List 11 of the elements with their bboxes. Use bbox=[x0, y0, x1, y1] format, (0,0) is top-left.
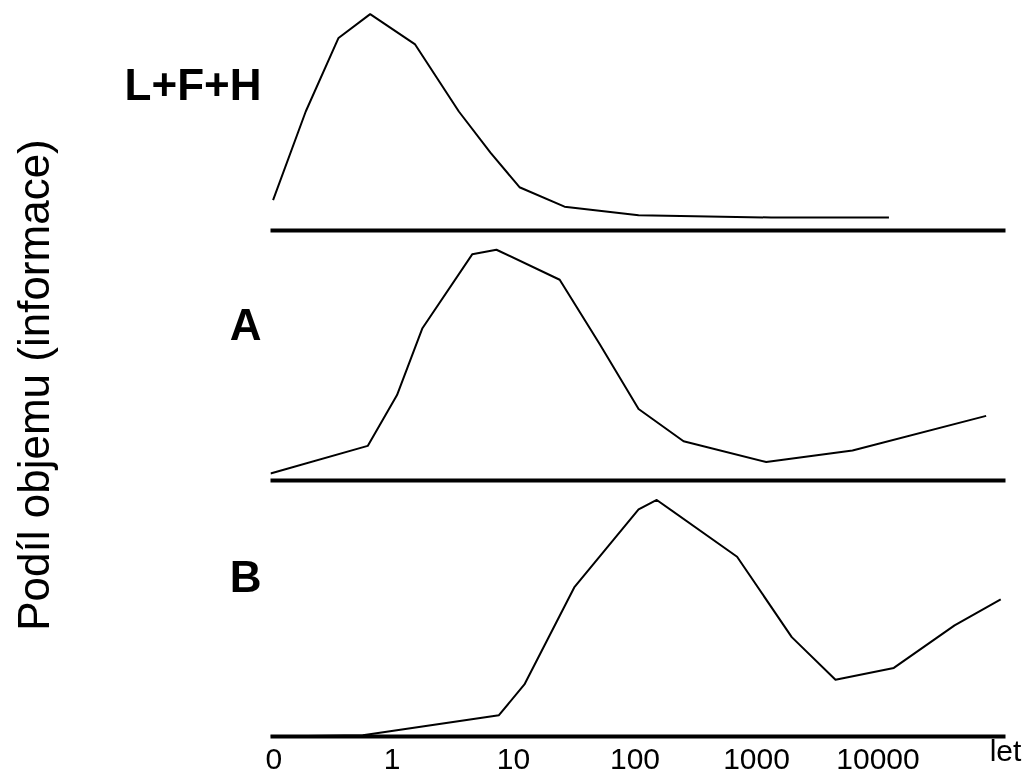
text: B bbox=[229, 552, 262, 602]
x-tick-label: 10 bbox=[496, 741, 531, 769]
x-tick-label: 1000 bbox=[723, 741, 790, 769]
x-tick-label: 100 bbox=[609, 741, 661, 769]
series-label: L+F+H bbox=[124, 59, 262, 109]
x-tick-label: 10000 bbox=[836, 741, 920, 769]
text: A bbox=[229, 300, 262, 349]
x-axis-title: let bbox=[989, 733, 1023, 767]
x-tick-label: 0 bbox=[265, 741, 283, 769]
x-tick-label: 1 bbox=[383, 741, 401, 769]
y-axis-title: Podíl objemu (informace) bbox=[8, 139, 58, 631]
